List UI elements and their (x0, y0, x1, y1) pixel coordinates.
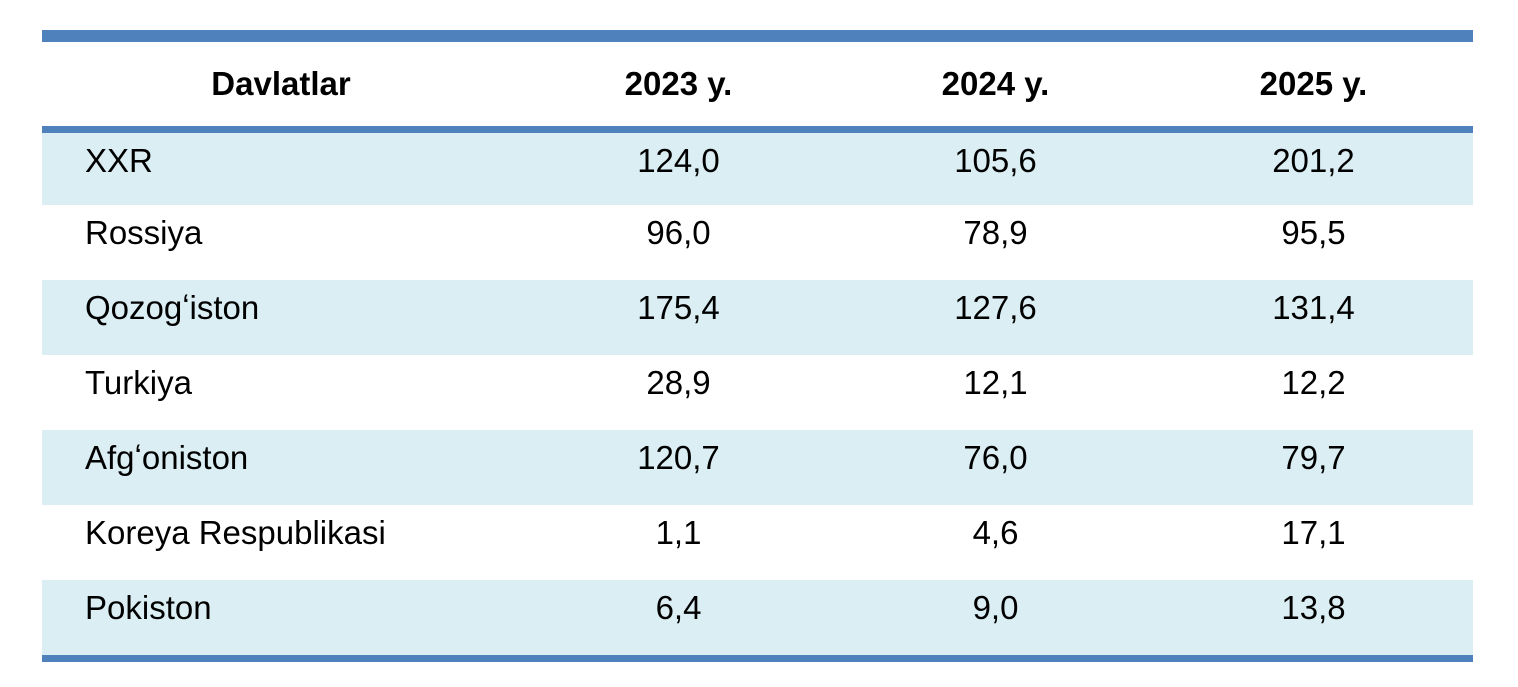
table-row: Pokiston 6,4 9,0 13,8 (42, 579, 1473, 655)
value-cell-2025y: 201,2 (1272, 142, 1355, 179)
data-table: Davlatlar 2023 y. 2024 y. 2025 y. XXR 124… (42, 42, 1473, 655)
value-cell-2024y: 105,6 (954, 142, 1037, 179)
value-cell-2023y: 96,0 (646, 213, 711, 251)
country-cell: Pokiston (85, 588, 212, 626)
column-header-countries: Davlatlar (42, 42, 520, 133)
value-cell-2025y: 17,1 (1281, 513, 1346, 551)
table-row: Qozogʻiston 175,4 127,6 131,4 (42, 279, 1473, 355)
table-row: Afgʻoniston 120,7 76,0 79,7 (42, 429, 1473, 505)
value-cell-2024y: 127,6 (954, 288, 1037, 326)
value-cell-2024y: 9,0 (972, 588, 1019, 626)
table-row: Turkiya 28,9 12,1 12,2 (42, 354, 1473, 430)
column-header-2023: 2023 y. (520, 42, 837, 133)
country-cell: Qozogʻiston (85, 288, 260, 326)
value-cell-2023y: 124,0 (637, 142, 720, 179)
value-cell-2025y: 12,2 (1281, 363, 1346, 401)
value-cell-2023y: 1,1 (655, 513, 702, 551)
country-cell: XXR (85, 142, 153, 179)
table-row: Rossiya 96,0 78,9 95,5 (42, 204, 1473, 280)
value-cell-2025y: 13,8 (1281, 588, 1346, 626)
country-cell: Koreya Respublikasi (85, 513, 386, 551)
country-cell: Turkiya (85, 363, 192, 401)
table-row: XXR 124,0 105,6 201,2 (42, 129, 1473, 205)
value-cell-2024y: 4,6 (972, 513, 1019, 551)
table-row: Koreya Respublikasi 1,1 4,6 17,1 (42, 504, 1473, 580)
value-cell-2023y: 28,9 (646, 363, 711, 401)
value-cell-2025y: 79,7 (1281, 438, 1346, 476)
table-body: XXR 124,0 105,6 201,2 Rossiya 96,0 78,9 95,5 Qoz… (42, 129, 1473, 655)
country-cell: Rossiya (85, 213, 203, 251)
value-cell-2024y: 76,0 (963, 438, 1028, 476)
value-cell-2025y: 95,5 (1281, 213, 1346, 251)
header-row: Davlatlar 2023 y. 2024 y. 2025 y. (42, 42, 1473, 133)
table-bottom-border (42, 654, 1473, 662)
value-cell-2023y: 6,4 (655, 588, 702, 626)
value-cell-2025y: 131,4 (1272, 288, 1355, 326)
column-header-2025: 2025 y. (1154, 42, 1473, 133)
column-header-2024: 2024 y. (837, 42, 1154, 133)
table-top-border (42, 30, 1473, 42)
countries-year-table: Davlatlar 2023 y. 2024 y. 2025 y. XXR 124… (42, 30, 1473, 662)
value-cell-2023y: 175,4 (637, 288, 720, 326)
country-cell: Afgʻoniston (85, 438, 249, 476)
value-cell-2023y: 120,7 (637, 438, 720, 476)
value-cell-2024y: 78,9 (963, 213, 1028, 251)
value-cell-2024y: 12,1 (963, 363, 1028, 401)
